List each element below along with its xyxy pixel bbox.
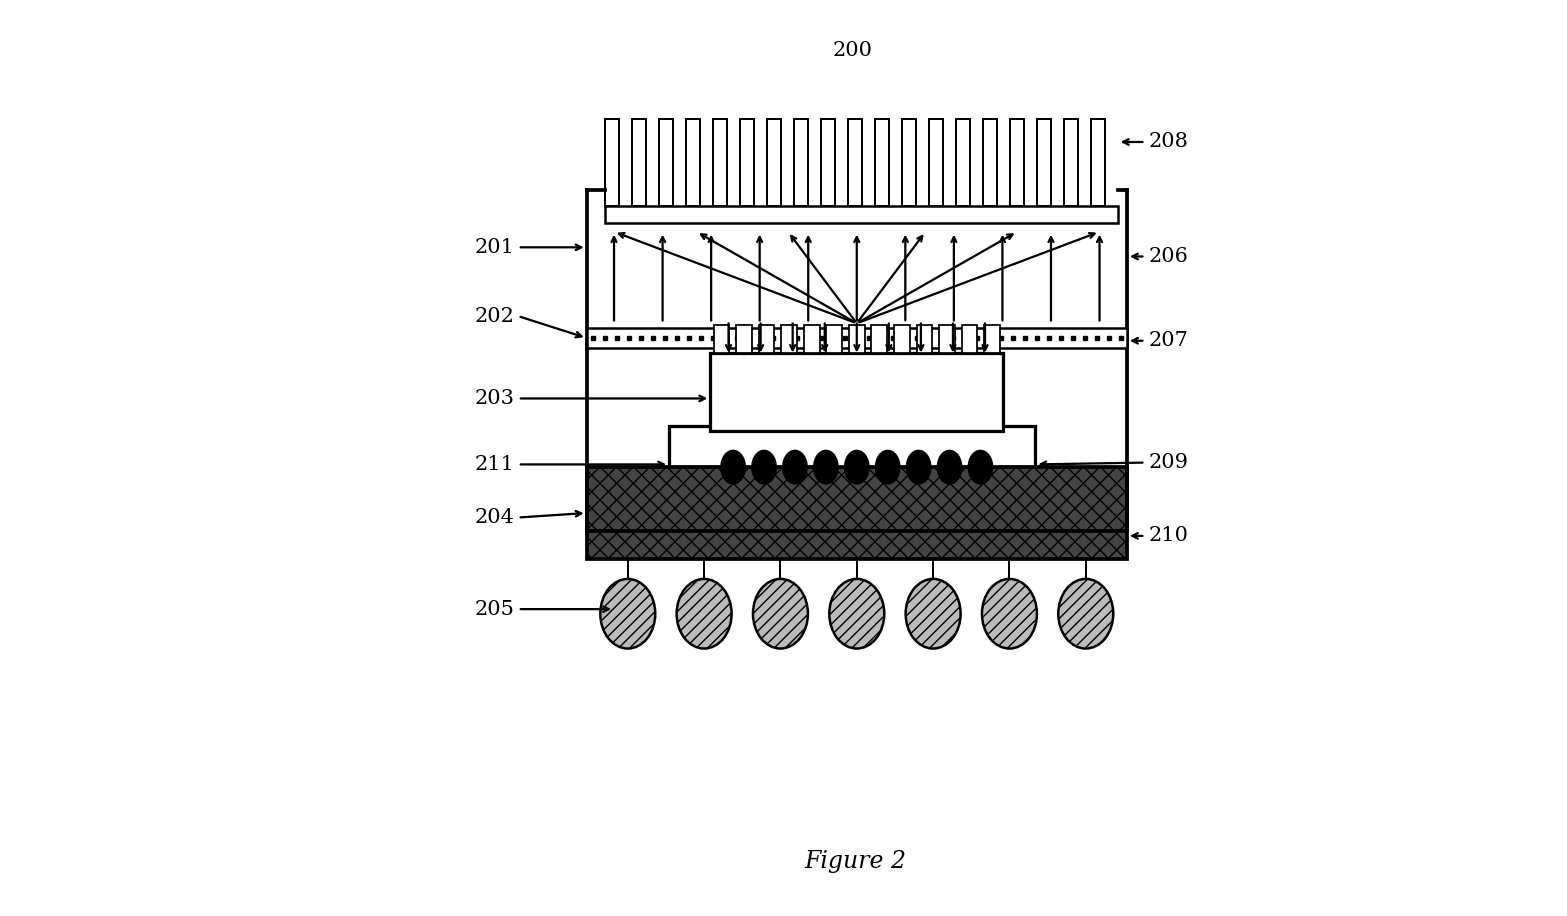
Bar: [740, 119, 754, 206]
Bar: [871, 325, 887, 353]
FancyArrowPatch shape: [757, 237, 762, 321]
Bar: [736, 325, 752, 353]
Bar: [658, 119, 672, 206]
Bar: [605, 206, 1117, 223]
FancyArrowPatch shape: [660, 237, 664, 321]
Bar: [758, 325, 774, 353]
FancyArrowPatch shape: [951, 237, 956, 321]
Ellipse shape: [784, 451, 807, 484]
Bar: [1009, 119, 1023, 206]
Ellipse shape: [829, 579, 884, 649]
FancyArrowPatch shape: [790, 323, 794, 350]
Bar: [1064, 119, 1078, 206]
FancyArrowPatch shape: [859, 234, 1012, 322]
Bar: [794, 119, 809, 206]
Ellipse shape: [937, 451, 962, 484]
FancyArrowPatch shape: [805, 237, 810, 321]
Bar: [983, 119, 997, 206]
Ellipse shape: [600, 579, 655, 649]
Bar: [1037, 119, 1051, 206]
Text: 209: 209: [1149, 453, 1188, 472]
Bar: [669, 426, 1036, 467]
Text: 205: 205: [475, 600, 516, 618]
Text: 204: 204: [475, 508, 516, 527]
FancyArrowPatch shape: [983, 323, 987, 350]
FancyArrowPatch shape: [823, 323, 827, 350]
Bar: [782, 325, 798, 353]
Bar: [605, 119, 619, 206]
Bar: [766, 119, 780, 206]
Ellipse shape: [677, 579, 732, 649]
FancyArrowPatch shape: [619, 233, 854, 322]
FancyArrowPatch shape: [951, 323, 956, 350]
Bar: [895, 325, 910, 353]
Bar: [713, 119, 727, 206]
Text: 207: 207: [1149, 332, 1188, 350]
Bar: [586, 328, 1127, 348]
Bar: [939, 325, 954, 353]
Ellipse shape: [754, 579, 809, 649]
FancyArrowPatch shape: [791, 236, 856, 322]
Text: 203: 203: [475, 389, 516, 408]
Text: Figure 2: Figure 2: [804, 849, 906, 873]
Bar: [1091, 119, 1105, 206]
Bar: [874, 119, 888, 206]
Text: 202: 202: [475, 307, 516, 325]
FancyArrowPatch shape: [903, 237, 907, 321]
Bar: [826, 325, 841, 353]
Ellipse shape: [1058, 579, 1113, 649]
Bar: [917, 325, 932, 353]
FancyArrowPatch shape: [1097, 237, 1102, 321]
Ellipse shape: [813, 451, 838, 484]
Text: 211: 211: [475, 455, 516, 474]
Ellipse shape: [983, 579, 1037, 649]
FancyArrowPatch shape: [1048, 237, 1053, 321]
Ellipse shape: [907, 451, 931, 484]
Bar: [956, 119, 970, 206]
FancyArrowPatch shape: [854, 237, 859, 321]
Ellipse shape: [906, 579, 961, 649]
Bar: [903, 119, 915, 206]
FancyArrowPatch shape: [887, 323, 892, 350]
FancyArrowPatch shape: [1000, 237, 1004, 321]
FancyArrowPatch shape: [854, 323, 859, 350]
Text: 208: 208: [1149, 133, 1188, 151]
Text: 200: 200: [832, 41, 873, 60]
Ellipse shape: [721, 451, 744, 484]
Text: 206: 206: [1149, 247, 1188, 266]
Bar: [849, 325, 865, 353]
Bar: [686, 119, 700, 206]
FancyArrowPatch shape: [726, 323, 732, 350]
Ellipse shape: [968, 451, 992, 484]
Ellipse shape: [752, 451, 776, 484]
Bar: [804, 325, 820, 353]
Text: 201: 201: [475, 238, 516, 256]
Bar: [710, 353, 1003, 431]
Bar: [821, 119, 835, 206]
Bar: [962, 325, 978, 353]
FancyArrowPatch shape: [758, 323, 763, 350]
Bar: [848, 119, 862, 206]
Bar: [632, 119, 646, 206]
Ellipse shape: [845, 451, 868, 484]
Bar: [984, 325, 1000, 353]
FancyArrowPatch shape: [859, 233, 1095, 322]
FancyArrowPatch shape: [708, 237, 713, 321]
Ellipse shape: [876, 451, 899, 484]
Bar: [929, 119, 943, 206]
Bar: [713, 325, 729, 353]
Bar: [586, 467, 1127, 559]
FancyArrowPatch shape: [918, 323, 923, 350]
FancyArrowPatch shape: [859, 236, 923, 322]
FancyArrowPatch shape: [700, 234, 854, 322]
Text: 210: 210: [1149, 527, 1188, 545]
FancyArrowPatch shape: [611, 237, 616, 321]
